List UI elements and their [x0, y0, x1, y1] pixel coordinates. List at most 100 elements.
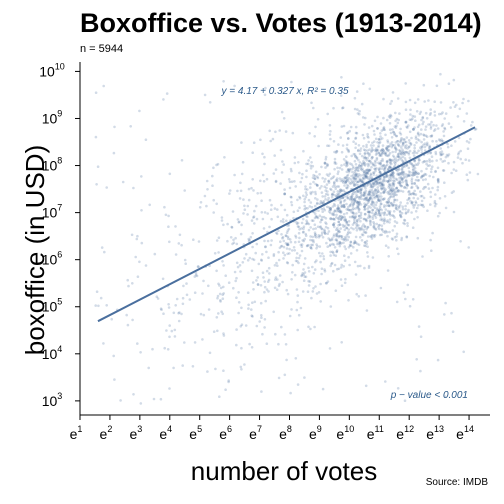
scatter-point	[348, 162, 352, 165]
scatter-point	[345, 143, 349, 147]
scatter-point	[412, 164, 416, 168]
scatter-point	[403, 165, 407, 168]
scatter-point	[354, 207, 358, 210]
scatter-point	[374, 216, 378, 219]
scatter-point	[235, 296, 238, 300]
scatter-point	[339, 202, 342, 205]
scatter-point	[253, 300, 257, 304]
scatter-point	[366, 251, 369, 254]
scatter-point	[331, 250, 334, 254]
scatter-point	[399, 140, 402, 144]
scatter-point	[237, 301, 241, 304]
scatter-point	[239, 232, 243, 236]
scatter-point	[356, 166, 360, 170]
scatter-point	[348, 198, 352, 201]
scatter-point	[424, 178, 428, 181]
scatter-point	[345, 170, 349, 174]
scatter-point	[255, 324, 259, 328]
scatter-point	[408, 130, 412, 134]
scatter-point	[419, 194, 423, 198]
scatter-point	[336, 226, 339, 230]
x-tick-label: e3	[129, 424, 142, 442]
scatter-point	[450, 144, 453, 147]
scatter-point	[299, 306, 303, 310]
scatter-point	[359, 164, 363, 168]
scatter-point	[422, 205, 426, 209]
scatter-point	[394, 147, 398, 151]
scatter-point	[444, 206, 448, 210]
scatter-point	[196, 265, 200, 268]
scatter-point	[399, 201, 403, 204]
scatter-point	[372, 225, 375, 228]
scatter-point	[401, 205, 405, 208]
scatter-point	[342, 225, 345, 228]
scatter-point	[469, 137, 472, 141]
scatter-point	[395, 186, 399, 190]
scatter-point	[362, 160, 365, 163]
scatter-point	[387, 246, 390, 249]
scatter-point	[390, 173, 394, 177]
scatter-point	[421, 174, 424, 178]
scatter-point	[403, 218, 406, 222]
y-tick-label: 107	[42, 203, 63, 221]
scatter-point	[333, 204, 337, 207]
scatter-point	[248, 238, 251, 242]
scatter-point	[391, 189, 395, 193]
scatter-point	[431, 231, 434, 235]
scatter-point	[344, 239, 347, 242]
scatter-point	[202, 313, 206, 317]
x-tick-label: e13	[426, 424, 444, 442]
scatter-point	[388, 165, 391, 169]
scatter-point	[217, 251, 220, 254]
scatter-point	[219, 286, 223, 290]
scatter-point	[415, 172, 418, 175]
scatter-point	[194, 271, 198, 275]
scatter-point	[333, 209, 337, 213]
scatter-point	[337, 209, 340, 212]
scatter-point	[326, 190, 329, 193]
scatter-point	[334, 187, 338, 191]
scatter-point	[412, 164, 415, 167]
scatter-point	[374, 228, 378, 231]
scatter-point	[367, 140, 371, 144]
scatter-point	[440, 112, 443, 116]
scatter-point	[417, 159, 421, 162]
scatter-point	[342, 241, 345, 245]
scatter-point	[403, 185, 407, 189]
scatter-point	[362, 136, 366, 140]
scatter-point	[390, 190, 393, 193]
scatter-point	[330, 193, 334, 197]
scatter-point	[339, 136, 343, 139]
scatter-point	[456, 156, 460, 159]
scatter-point	[335, 234, 339, 238]
scatter-point	[177, 242, 181, 245]
scatter-point	[317, 144, 320, 148]
scatter-point	[412, 128, 415, 131]
scatter-point	[464, 158, 468, 161]
scatter-point	[419, 203, 423, 207]
scatter-point	[377, 181, 380, 185]
scatter-point	[222, 223, 225, 227]
scatter-point	[358, 201, 362, 204]
scatter-point	[343, 176, 347, 179]
scatter-point	[348, 243, 352, 247]
scatter-point	[273, 154, 277, 157]
scatter-point	[354, 226, 358, 230]
scatter-point	[395, 187, 398, 190]
scatter-point	[354, 177, 358, 181]
scatter-point	[379, 181, 382, 185]
scatter-point	[353, 221, 356, 225]
scatter-point	[362, 230, 366, 234]
scatter-point	[414, 200, 418, 203]
scatter-point	[450, 191, 454, 194]
scatter-point	[294, 357, 298, 360]
scatter-point	[378, 181, 382, 185]
scatter-point	[352, 177, 355, 180]
scatter-point	[363, 191, 366, 194]
scatter-point	[325, 281, 328, 285]
scatter-point	[458, 107, 462, 111]
scatter-point	[462, 97, 465, 101]
scatter-point	[425, 135, 429, 138]
scatter-point	[387, 204, 391, 207]
scatter-point	[388, 218, 392, 221]
